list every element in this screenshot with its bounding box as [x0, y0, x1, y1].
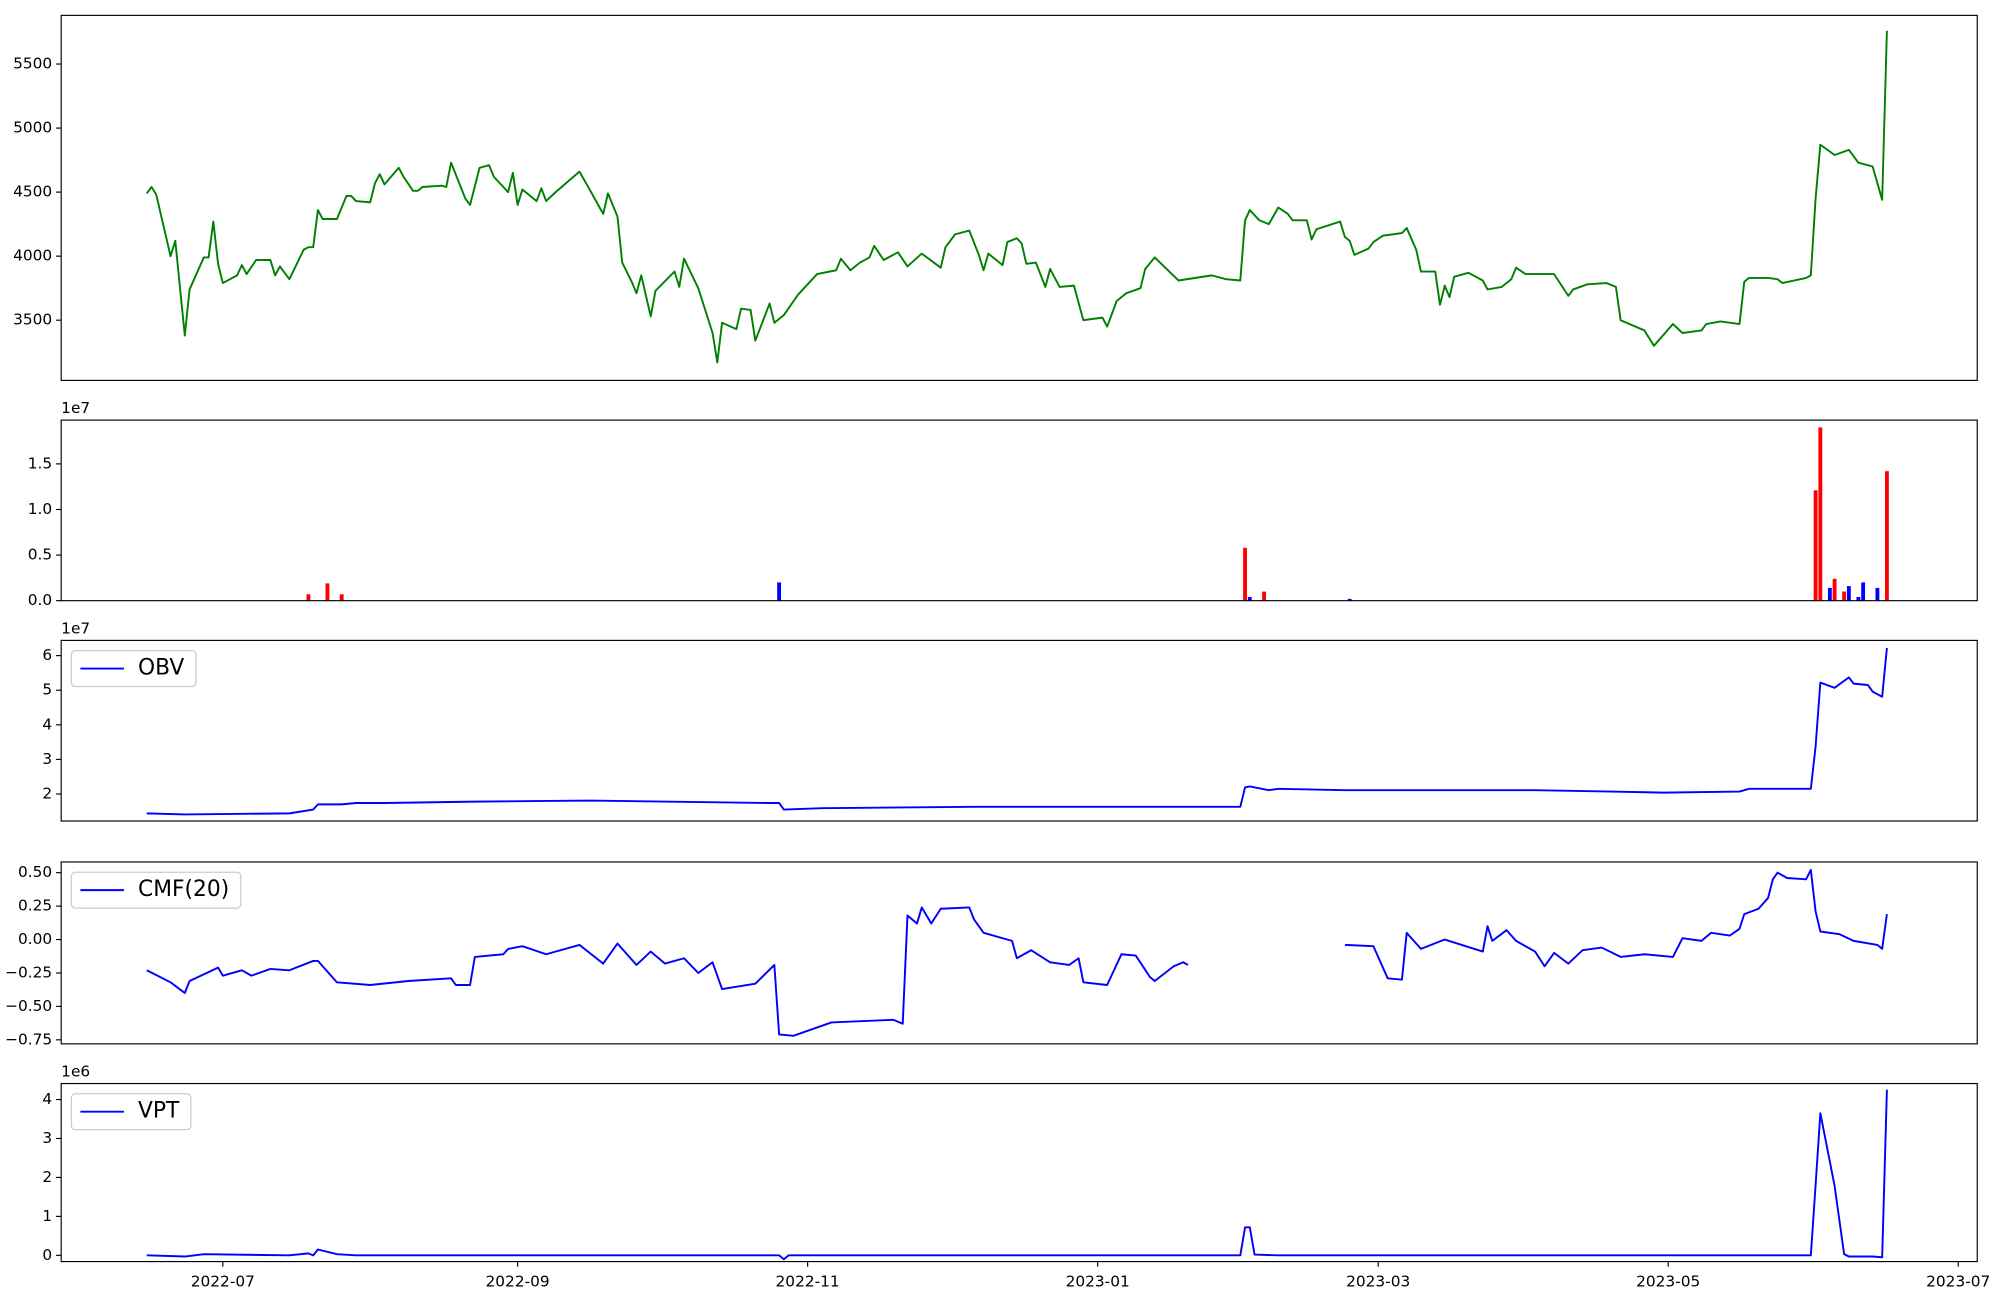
y-tick-label: 4 [42, 715, 52, 733]
y-tick-label: 0 [42, 1246, 52, 1264]
legend-label: OBV [138, 656, 184, 681]
y-tick-label: 5500 [13, 55, 52, 73]
y-tick-label: 0.00 [18, 930, 52, 948]
x-tick-label: 2023-05 [1636, 1273, 1700, 1291]
axes-frame [60, 1082, 1978, 1263]
y-tick-label: 4000 [13, 247, 52, 265]
y-tick-label: 3 [42, 750, 52, 768]
y-tick-label: −0.25 [5, 963, 52, 981]
bar [306, 594, 311, 601]
bar [777, 582, 782, 601]
y-tick-label: 2 [42, 785, 52, 803]
panel: 0 1 2 3 4 2022-07 2022-09 2022-11 2023-01 2023-03… [42, 1063, 1990, 1291]
line [146, 1089, 1888, 1261]
legend-label: CMF(20) [138, 877, 229, 902]
bar [1243, 547, 1247, 601]
x-tick-label: 2022-07 [191, 1273, 255, 1291]
legend-box [70, 871, 242, 909]
y-tick-label: 4500 [13, 183, 52, 201]
x-tick-label: 2023-01 [1066, 1273, 1130, 1291]
bar [1884, 471, 1889, 601]
y-tick-label: 2 [42, 1168, 52, 1186]
bar [1818, 427, 1823, 601]
legend-label: VPT [138, 1099, 180, 1124]
panel: −0.75 −0.50 −0.25 0.00 0.25 0.50 CMF(20) [5, 861, 1978, 1048]
line [145, 30, 1888, 364]
y-tick-label: 0.25 [18, 897, 52, 915]
bar [1846, 586, 1851, 601]
line [146, 869, 1888, 1037]
line [146, 647, 1888, 816]
panel: 2 3 4 5 6 1e7 OBV [42, 619, 1978, 822]
y-tick-label: −0.50 [5, 997, 52, 1015]
legend-box [70, 1093, 192, 1131]
offset-label: 1e7 [61, 399, 90, 417]
legend-box [70, 650, 197, 688]
axes-frame [60, 14, 1978, 381]
y-tick-label: 6 [42, 646, 52, 664]
y-tick-label: 5 [42, 681, 52, 699]
bar [1875, 587, 1880, 601]
y-tick-label: 3 [42, 1129, 52, 1147]
axes-frame [60, 419, 1978, 602]
bar [1347, 598, 1352, 601]
offset-label: 1e7 [61, 619, 90, 637]
y-tick-label: 1 [42, 1207, 52, 1225]
y-tick-label: 0.0 [28, 591, 52, 609]
bar [1247, 597, 1252, 601]
bar [325, 583, 330, 601]
y-tick-label: 5000 [13, 119, 52, 137]
panel: 0.0 0.5 1.0 1.5 1e7 [28, 399, 1978, 609]
x-tick-label: 2022-11 [776, 1273, 840, 1291]
panel: 3500 4000 4500 5000 5500 [13, 14, 1978, 381]
y-tick-label: −0.75 [5, 1030, 52, 1048]
bar [339, 594, 344, 601]
bar [1861, 582, 1866, 601]
bar [1813, 490, 1818, 601]
bar [1842, 591, 1847, 601]
x-tick-label: 2023-07 [1926, 1273, 1990, 1291]
y-tick-label: 0.5 [28, 546, 52, 564]
axes-frame [60, 639, 1978, 822]
y-tick-label: 1.0 [28, 500, 52, 518]
bar [1827, 587, 1832, 601]
y-tick-label: 0.50 [18, 863, 52, 881]
x-tick-label: 2022-09 [486, 1273, 550, 1291]
bar [1832, 578, 1837, 601]
axes-frame [60, 861, 1978, 1045]
y-tick-label: 1.5 [28, 454, 52, 472]
x-tick-label: 2023-03 [1346, 1273, 1410, 1291]
bar [1262, 591, 1266, 601]
bar [1856, 597, 1861, 601]
offset-label: 1e6 [61, 1063, 90, 1081]
y-tick-label: 3500 [13, 311, 52, 329]
y-tick-label: 4 [42, 1090, 52, 1108]
